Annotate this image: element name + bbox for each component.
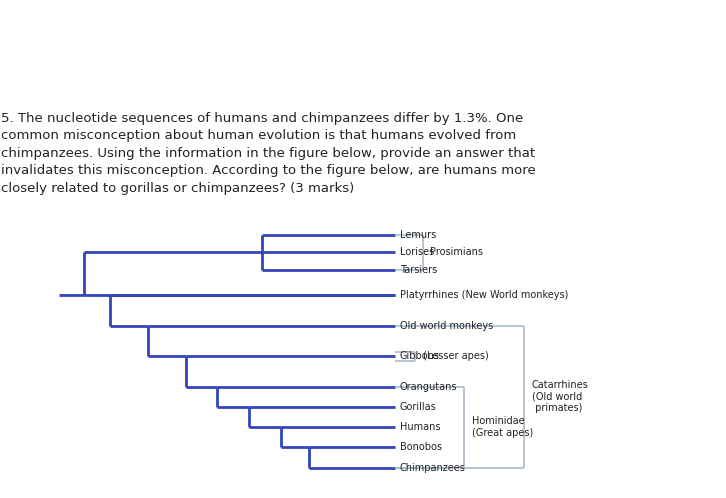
Text: 5. The nucleotide sequences of humans and chimpanzees differ by 1.3%. One
common: 5. The nucleotide sequences of humans an… (1, 112, 535, 195)
Text: Lemurs: Lemurs (400, 230, 436, 240)
Text: Hominidae
(Great apes): Hominidae (Great apes) (472, 416, 533, 438)
Text: Tarsiers: Tarsiers (400, 265, 437, 275)
Text: Platyrrhines (New World monkeys): Platyrrhines (New World monkeys) (400, 290, 568, 300)
Text: Lorises: Lorises (400, 248, 434, 257)
Text: Prosimians: Prosimians (431, 248, 484, 257)
Text: Bonobos: Bonobos (400, 443, 441, 453)
Text: Orangutans: Orangutans (400, 381, 457, 391)
Text: Humans: Humans (400, 422, 440, 432)
Text: Gorillas: Gorillas (400, 402, 436, 412)
Text: Catarrhines
(Old world
 primates): Catarrhines (Old world primates) (531, 380, 588, 413)
Text: Old world monkeys: Old world monkeys (400, 321, 493, 331)
Text: Chimpanzees: Chimpanzees (400, 463, 465, 473)
Text: (Lesser apes): (Lesser apes) (423, 351, 489, 361)
Text: Gibbons: Gibbons (400, 351, 440, 361)
